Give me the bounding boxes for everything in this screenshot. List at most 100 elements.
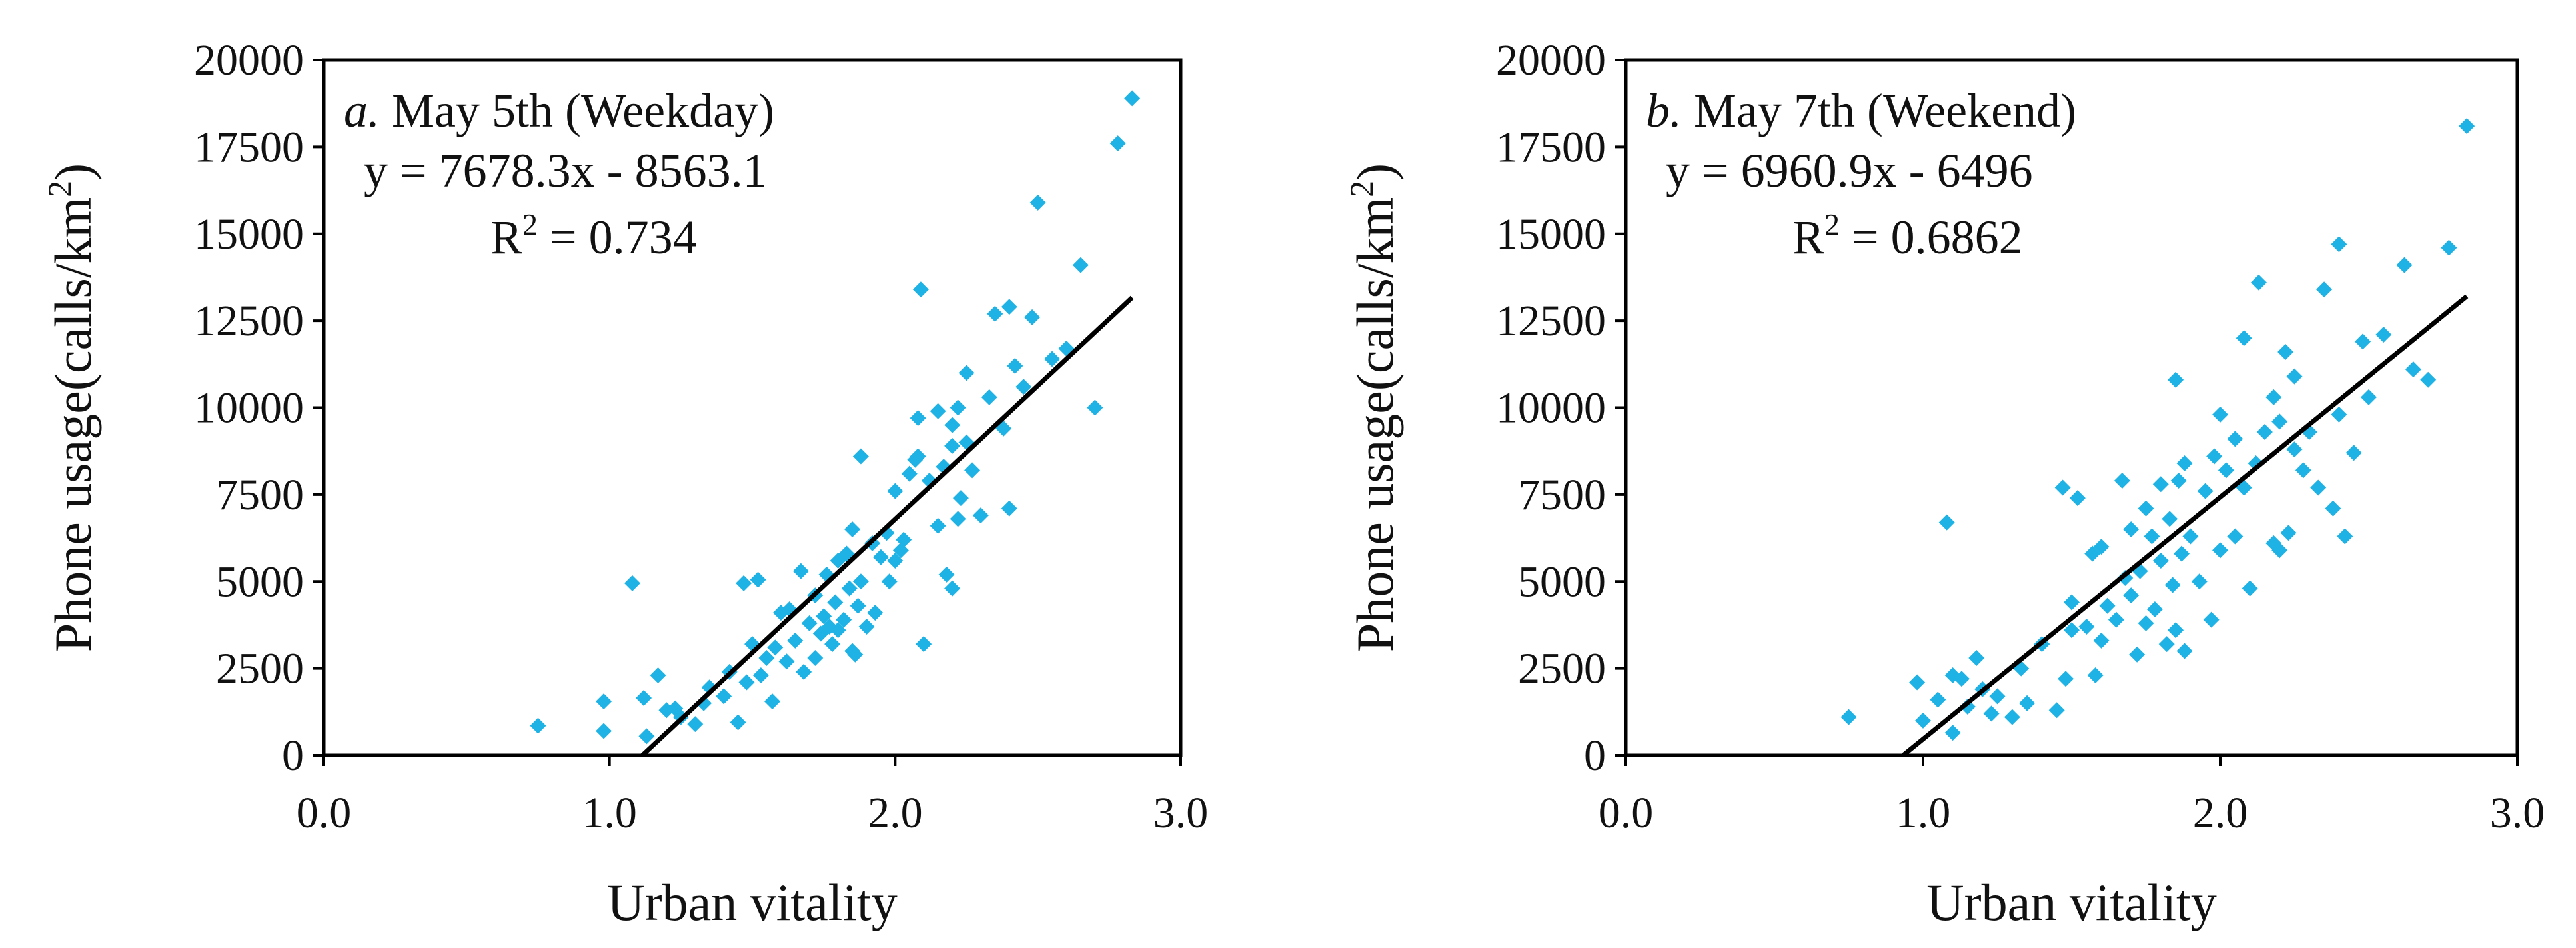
y-axis-label-text: Phone usage(calls/km — [1346, 197, 1404, 652]
data-point — [2337, 528, 2353, 545]
data-point — [738, 674, 755, 691]
y-axis-label-close: ) — [1346, 163, 1404, 181]
r-squared-label: R — [490, 211, 522, 264]
data-point — [847, 646, 864, 663]
x-axis-label: Urban vitality — [1926, 873, 2216, 931]
data-point — [2114, 473, 2130, 489]
data-point — [2176, 455, 2193, 471]
data-point — [796, 663, 812, 680]
data-point — [2064, 594, 2080, 611]
y-axis-label-close: ) — [44, 163, 102, 181]
x-tick-label: 1.0 — [582, 789, 637, 837]
data-point — [2048, 702, 2065, 719]
scatter-series — [1840, 118, 2475, 741]
data-point — [787, 632, 804, 649]
data-point — [2355, 333, 2371, 350]
data-point — [1909, 674, 1926, 691]
data-point — [1983, 705, 2000, 722]
data-point — [2093, 539, 2110, 555]
x-tick-label: 1.0 — [1896, 789, 1951, 837]
data-point — [981, 389, 997, 405]
scatter-series — [530, 90, 1141, 745]
data-point — [1072, 257, 1089, 273]
data-point — [2054, 479, 2071, 496]
data-point — [2162, 511, 2178, 527]
data-point — [2093, 632, 2110, 649]
data-point — [944, 417, 961, 433]
y-tick-label: 17500 — [194, 123, 304, 171]
data-point — [858, 619, 875, 635]
data-point — [1944, 667, 1961, 684]
data-point — [841, 580, 858, 597]
data-point — [2168, 371, 2184, 388]
data-point — [716, 688, 732, 705]
data-point — [912, 281, 929, 298]
data-point — [916, 636, 932, 653]
data-point — [764, 693, 781, 710]
data-point — [2144, 528, 2160, 545]
data-point — [867, 605, 884, 621]
data-point — [1938, 514, 1955, 531]
data-point — [1124, 90, 1141, 107]
data-point — [1930, 691, 1946, 708]
y-tick-label: 0 — [1584, 731, 1606, 780]
data-point — [792, 563, 809, 579]
data-point — [944, 437, 961, 454]
data-point — [1001, 500, 1017, 517]
data-point — [2405, 361, 2421, 378]
data-point — [2152, 552, 2169, 569]
data-point — [2331, 406, 2347, 423]
data-point — [952, 490, 969, 507]
data-point — [2176, 643, 2193, 659]
data-point — [2420, 371, 2437, 388]
y-tick-label: 7500 — [216, 471, 304, 519]
data-point — [950, 511, 966, 527]
data-point — [1989, 688, 2006, 705]
data-point — [2197, 483, 2214, 499]
y-tick-label: 2500 — [216, 645, 304, 693]
r-squared: R2 = 0.6862 — [1792, 207, 2023, 264]
y-tick-label: 5000 — [216, 557, 304, 606]
r-squared-superscript: 2 — [522, 207, 538, 241]
panel-title-text: May 5th (Weekday) — [380, 84, 774, 137]
data-point — [2212, 406, 2228, 423]
data-point — [2168, 622, 2184, 639]
data-point — [887, 552, 904, 569]
data-point — [1959, 698, 1976, 715]
data-point — [844, 521, 861, 538]
data-point — [852, 573, 869, 590]
data-point — [2170, 473, 2187, 489]
chart-panel-a: 0 2500 5000 7500 10000 12500 15000 17500 20000 0.… — [41, 36, 1208, 931]
r-squared-value: = 0.6862 — [1840, 211, 2023, 264]
data-point — [1087, 399, 1103, 416]
r-squared-label: R — [1792, 211, 1824, 264]
data-point — [2441, 239, 2457, 256]
data-point — [958, 365, 975, 381]
y-tick-label: 20000 — [1496, 36, 1606, 85]
data-point — [2129, 646, 2146, 663]
data-point — [638, 728, 655, 745]
data-point — [2087, 667, 2104, 684]
data-point — [2345, 445, 2362, 461]
data-point — [2271, 542, 2288, 559]
y-tick-label: 7500 — [1518, 471, 1606, 519]
data-point — [2256, 424, 2273, 441]
data-point — [1029, 194, 1046, 211]
y-tick-label: 10000 — [194, 384, 304, 433]
data-point — [830, 622, 846, 639]
data-point — [807, 649, 824, 666]
data-point — [2236, 330, 2252, 347]
y-tick-label: 15000 — [194, 210, 304, 259]
data-point — [2138, 500, 2154, 517]
data-point — [2218, 462, 2234, 479]
x-tick-label: 0.0 — [1599, 789, 1654, 837]
x-tick-label: 2.0 — [2193, 789, 2248, 837]
r-squared-value: = 0.734 — [538, 211, 697, 264]
trendline — [640, 295, 1134, 757]
data-point — [2325, 500, 2341, 517]
data-point — [2158, 636, 2175, 653]
chart-panel-b: 0 2500 5000 7500 10000 12500 15000 17500 20000 0.… — [1343, 36, 2545, 931]
data-point — [2203, 611, 2220, 628]
data-point — [2310, 479, 2327, 496]
